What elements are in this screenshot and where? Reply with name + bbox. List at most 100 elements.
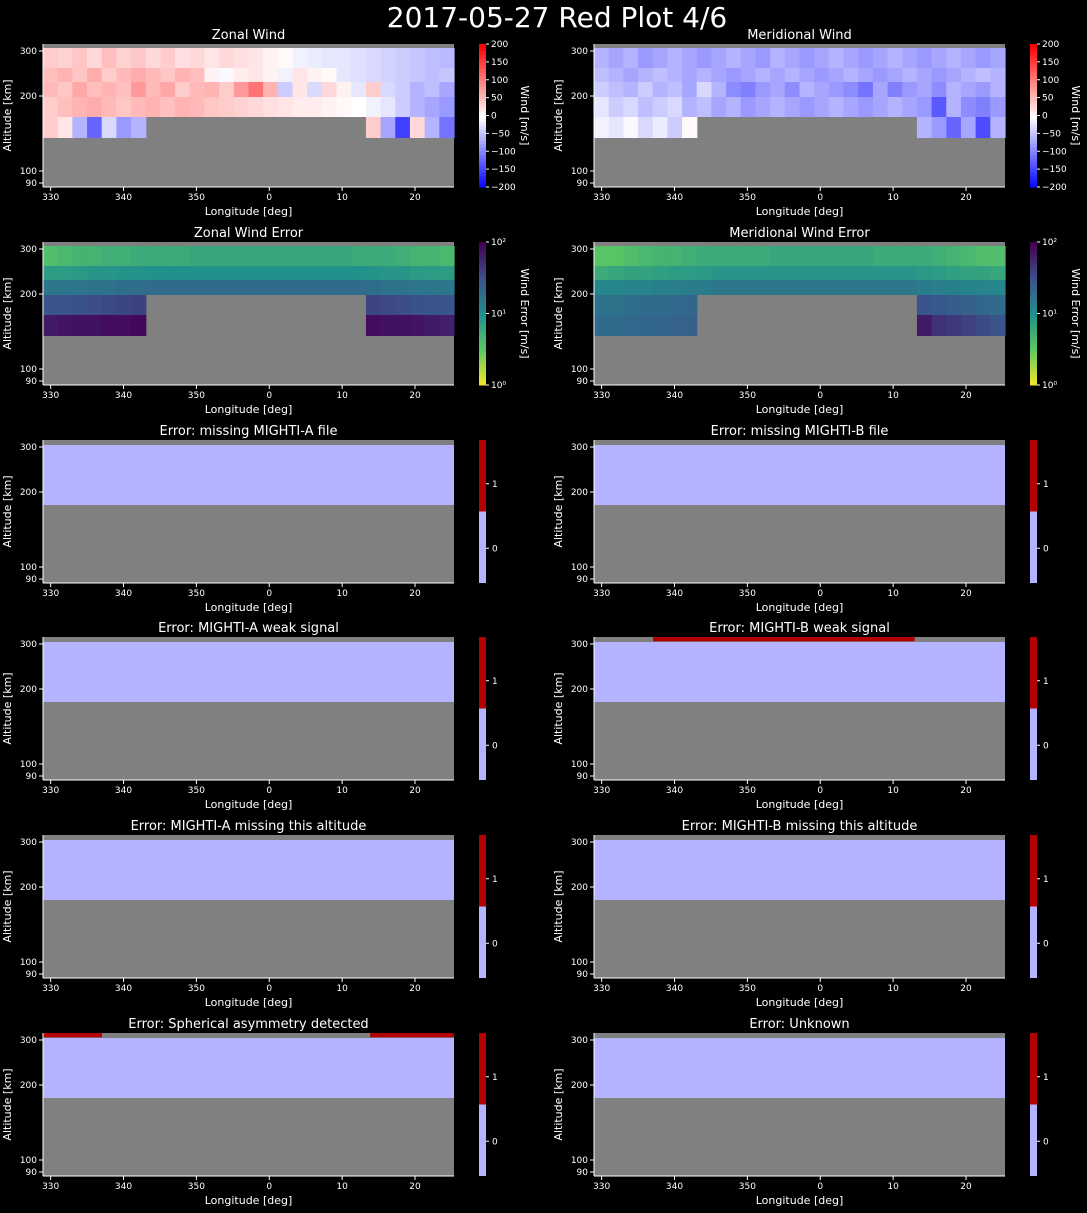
heatmap-cell bbox=[160, 246, 176, 266]
colorbar-step bbox=[1030, 122, 1037, 127]
heatmap-cell bbox=[160, 266, 176, 280]
heatmap-cell bbox=[365, 97, 382, 117]
colorbar-step bbox=[479, 90, 486, 95]
heatmap-cell bbox=[307, 48, 323, 68]
heatmap-cell bbox=[116, 246, 132, 266]
heatmap-cell bbox=[696, 246, 713, 266]
colorbar-step bbox=[1030, 83, 1037, 88]
x-axis-label: Longitude [deg] bbox=[756, 601, 844, 614]
heatmap-cell bbox=[770, 48, 786, 68]
heatmap-cell bbox=[623, 315, 639, 336]
x-tick-label: 350 bbox=[188, 984, 205, 994]
colorbar-label: Wind Error [m/s] bbox=[1069, 268, 1082, 358]
y-tick-label: 90 bbox=[577, 772, 589, 782]
heatmap-cell bbox=[608, 315, 624, 336]
heatmap-cell bbox=[960, 246, 977, 266]
heatmap-cell bbox=[843, 97, 859, 117]
x-tick-label: 0 bbox=[817, 589, 823, 599]
x-tick-label: 340 bbox=[115, 1182, 132, 1192]
heatmap-cell bbox=[975, 117, 991, 138]
heatmap-cell bbox=[887, 246, 903, 266]
x-tick-label: 350 bbox=[739, 391, 756, 401]
colorbar-step bbox=[1030, 334, 1037, 340]
colorbar-step bbox=[1030, 252, 1037, 257]
heatmap-cell bbox=[594, 48, 610, 68]
heatmap-cell bbox=[887, 97, 903, 117]
y-tick-label: 200 bbox=[20, 883, 37, 893]
heatmap-cell bbox=[204, 246, 220, 266]
heatmap-cell bbox=[740, 48, 757, 68]
heatmap-cell bbox=[858, 97, 874, 117]
y-tick-label: 200 bbox=[20, 290, 37, 300]
heatmap-cell bbox=[740, 82, 757, 97]
heatmap-cell bbox=[189, 246, 206, 266]
heatmap-cell bbox=[682, 82, 698, 97]
heatmap-cell bbox=[131, 82, 147, 97]
colorbar: 10 bbox=[479, 835, 498, 978]
x-tick-label: 330 bbox=[42, 589, 59, 599]
colorbar-step bbox=[1030, 133, 1037, 138]
colorbar-step bbox=[1030, 151, 1037, 156]
heatmap-cell bbox=[101, 117, 117, 138]
heatmap-cell bbox=[160, 82, 176, 97]
colorbar-step bbox=[1030, 299, 1037, 304]
heatmap-cell bbox=[189, 68, 206, 82]
heatmap-cell bbox=[667, 117, 683, 138]
heatmap-cell bbox=[711, 48, 727, 68]
y-axis-label: Altitude [km] bbox=[1, 1068, 14, 1140]
x-tick-label: 340 bbox=[115, 786, 132, 796]
heatmap-cell bbox=[990, 48, 1006, 68]
heatmap-cell bbox=[638, 97, 654, 117]
panel-title: Error: Spherical asymmetry detected bbox=[128, 1017, 368, 1032]
heatmap-cell bbox=[784, 246, 801, 266]
colorbar-step bbox=[1030, 172, 1037, 177]
colorbar-tick-label: 0 bbox=[1043, 544, 1049, 554]
panel-title: Meridional Wind bbox=[747, 28, 852, 43]
heatmap-cell bbox=[931, 246, 947, 266]
heatmap-cell bbox=[409, 97, 426, 117]
heatmap-cell bbox=[828, 246, 845, 266]
heatmap-cell bbox=[594, 315, 610, 336]
heatmap-cell bbox=[277, 48, 294, 68]
x-tick-label: 20 bbox=[960, 1182, 972, 1192]
heatmap-cell bbox=[843, 82, 859, 97]
x-axis-label: Longitude [deg] bbox=[756, 1194, 844, 1207]
x-tick-label: 340 bbox=[115, 589, 132, 599]
heatmap-cell bbox=[439, 68, 455, 82]
colorbar-step bbox=[1030, 249, 1037, 254]
colorbar-step bbox=[1030, 292, 1037, 297]
heatmap-cell bbox=[439, 48, 455, 68]
x-tick-label: 0 bbox=[266, 786, 272, 796]
heatmap-cell bbox=[755, 266, 771, 280]
x-tick-label: 330 bbox=[42, 391, 59, 401]
heatmap-cell bbox=[887, 280, 903, 295]
colorbar-step bbox=[479, 58, 486, 63]
heatmap-cell bbox=[946, 266, 962, 280]
colorbar-step bbox=[1030, 288, 1037, 293]
colorbar-step bbox=[479, 281, 486, 286]
colorbar-tick-label: −100 bbox=[491, 147, 516, 157]
heatmap-cell bbox=[233, 97, 250, 117]
heatmap-cell bbox=[277, 266, 294, 280]
x-tick-label: 350 bbox=[188, 193, 205, 203]
heatmap-cell bbox=[395, 48, 411, 68]
panel-title: Error: MIGHTI-B missing this altitude bbox=[682, 819, 918, 834]
heatmap-cell bbox=[770, 266, 786, 280]
heatmap-cell bbox=[175, 280, 191, 295]
y-tick-label: 300 bbox=[571, 245, 588, 255]
heatmap-cell bbox=[145, 97, 162, 117]
colorbar-step bbox=[1030, 284, 1037, 289]
colorbar-segment-one bbox=[1030, 835, 1037, 907]
y-tick-label: 100 bbox=[571, 1156, 588, 1166]
heatmap-cell bbox=[931, 280, 947, 295]
heatmap-cell bbox=[740, 97, 757, 117]
heatmap-cell bbox=[307, 82, 323, 97]
heatmap-cell bbox=[321, 68, 338, 82]
heatmap-cell bbox=[365, 82, 382, 97]
heatmap-cell bbox=[960, 82, 977, 97]
heatmap-cell bbox=[960, 280, 977, 295]
colorbar: 10² 10¹ 10⁰ Wind Error [m/s] bbox=[1030, 238, 1082, 391]
heatmap-cell bbox=[682, 246, 698, 266]
colorbar-step bbox=[479, 140, 486, 145]
